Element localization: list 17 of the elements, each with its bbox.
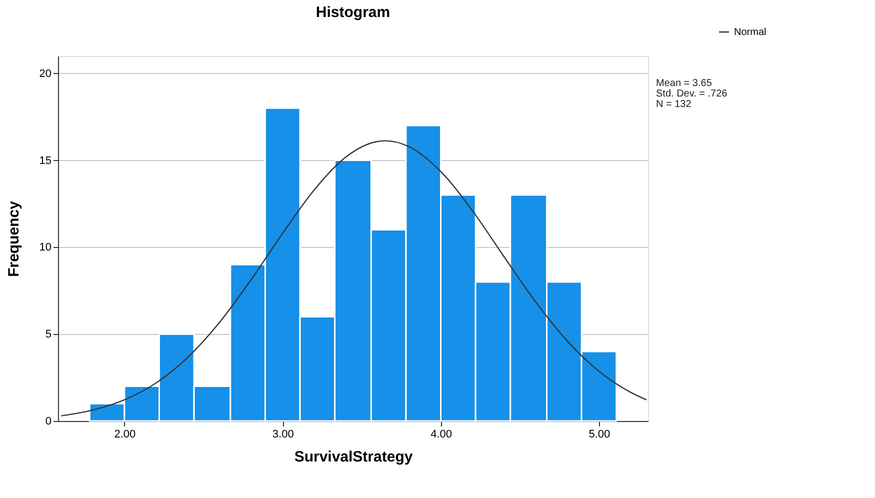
legend-label: Normal [734, 27, 766, 38]
y-tick-label: 5 [45, 328, 52, 341]
y-tick-label: 15 [39, 154, 52, 167]
y-tick-label: 20 [39, 68, 52, 80]
text: Std. Dev. = .726 [656, 88, 728, 100]
x-axis-title: SurvivalStrategy [294, 448, 414, 466]
x-tick-label: 3.00 [272, 428, 294, 440]
y-tick-label: 10 [39, 242, 52, 254]
text: N = 132 [656, 99, 692, 110]
text: Mean = 3.65 [656, 78, 712, 89]
chart-title: Histogram [316, 4, 390, 21]
y-tick-label: 0 [45, 416, 52, 428]
x-tick-label: 2.00 [114, 428, 136, 440]
x-tick-label: 4.00 [430, 428, 452, 440]
x-tick-label: 5.00 [588, 428, 610, 440]
line-series [60, 140, 648, 416]
y-axis-title: Frequency [5, 200, 22, 277]
